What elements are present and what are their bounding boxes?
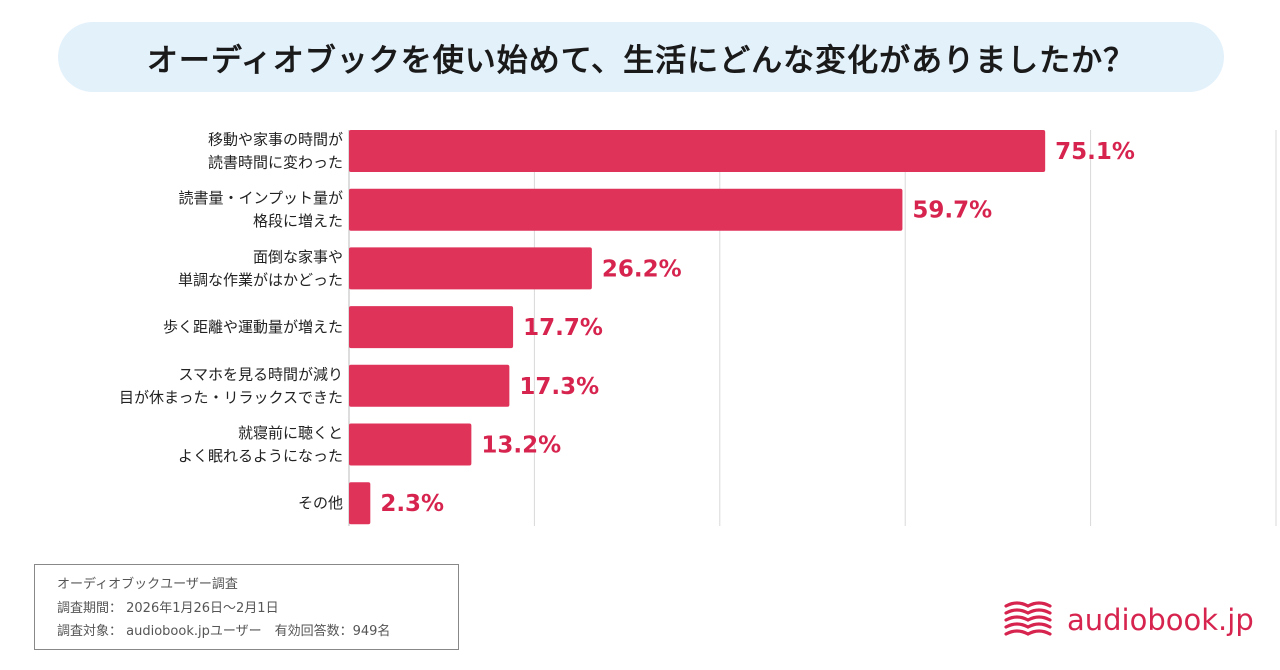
data-label: 17.7% [523,315,603,341]
survey-period: 調査期間： 2026年1月26日〜2月1日 [57,600,279,616]
category-label: 格段に増えた [253,212,343,230]
category-label: 目が休まった・リラックスできた [119,388,343,406]
category-label: 移動や家事の時間が [208,131,343,149]
bar [349,482,371,525]
survey-notes: オーディオブックユーザー調査 調査期間： 2026年1月26日〜2月1日 調査対… [34,564,459,650]
bar [349,423,472,466]
bar [349,306,514,349]
category-label: 就寝前に聴くと [238,424,343,442]
category-label: 面倒な家事や [253,248,343,266]
bar [349,188,903,231]
open-book-icon [1004,601,1052,636]
category-label: その他 [298,494,343,512]
data-label: 59.7% [912,198,992,224]
category-label: 単調な作業がはかどった [178,271,343,289]
bar [349,364,510,407]
data-label: 75.1% [1055,139,1135,165]
data-label: 26.2% [602,256,682,282]
survey-name: オーディオブックユーザー調査 [57,577,238,592]
category-label: 読書時間に変わった [208,154,343,172]
bar [349,247,592,290]
category-label: よく眠れるようになった [178,447,343,465]
survey-target: 調査対象： audiobook.jpユーザー 有効回答数：949名 [57,624,391,639]
category-label: スマホを見る時間が減り [178,365,343,383]
category-label: 歩く距離や運動量が増えた [163,318,343,336]
data-label: 13.2% [481,433,561,459]
bar [349,130,1046,172]
page-title: オーディオブックを使い始めて、生活にどんな変化がありましたか？ [146,42,1136,79]
data-label: 17.3% [519,374,599,400]
title-banner: オーディオブックを使い始めて、生活にどんな変化がありましたか？ [58,22,1224,92]
brand-logo: audiobook.jp [1003,600,1254,640]
data-label: 2.3% [380,491,444,517]
logo-text: audiobook.jp [1067,603,1254,637]
category-label: 読書量・インプット量が [178,189,343,207]
